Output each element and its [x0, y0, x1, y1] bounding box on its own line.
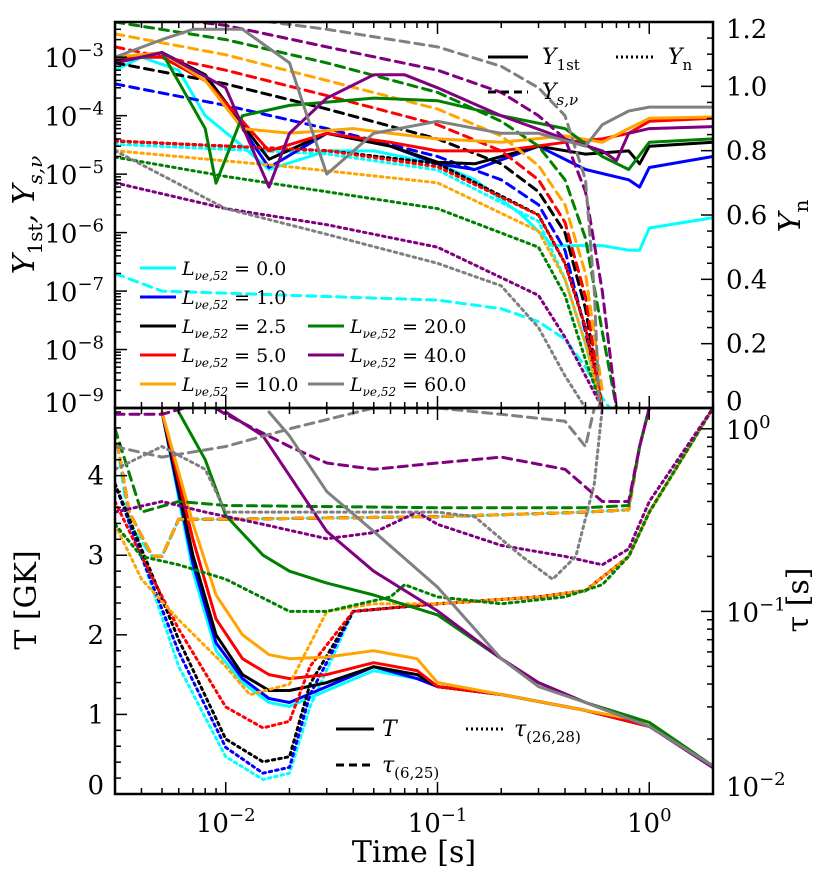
luminosity-legend: Lνe,52 = 0.0 Lνe,52 = 1.0 Lνe,52 = 2.5 Lνe,… — [140, 258, 466, 399]
legend-label-7: Lνe,52 = 60.0 — [349, 374, 466, 399]
series-line-temperature-6 — [224, 410, 713, 770]
series-line-yn-7 — [115, 149, 587, 408]
series-line-ys-1 — [115, 82, 604, 408]
series-line-tau2628-7 — [115, 408, 604, 581]
top-style-legend: Y1st Yn Ys,ν — [488, 45, 693, 109]
series-line-ys-4 — [115, 32, 604, 392]
bottom-panel-series — [115, 408, 713, 781]
top-y2-axis-label: Yn — [773, 200, 813, 233]
bottom-y-tick-label: 4 — [87, 462, 104, 492]
legend-t-label: T — [382, 717, 399, 742]
top-y-tick-label: 10−6 — [44, 216, 104, 250]
legend-label-4: Lνe,52 = 10.0 — [181, 374, 298, 399]
series-line-tau625-5 — [115, 408, 651, 514]
bottom-y-tick-label: 2 — [87, 621, 104, 651]
bottom-y-tick-label: 3 — [87, 541, 104, 571]
series-line-tau625-6 — [115, 408, 651, 503]
top-y2-tick-label: 0 — [726, 387, 743, 417]
top-y-tick-label: 10−9 — [44, 385, 104, 419]
axis-ticks — [114, 21, 714, 795]
series-line-tau625-4 — [115, 408, 651, 558]
series-line-yn-3 — [115, 139, 604, 408]
top-y2-tick-label: 0.8 — [726, 137, 767, 167]
series-line-tau2628-6 — [115, 408, 713, 567]
top-y-tick-label: 10−3 — [44, 40, 104, 74]
bottom-y-axis-label: T [GK] — [9, 550, 44, 649]
bottom-style-legend: T τ(26,28) τ(6,25) — [336, 717, 581, 782]
series-line-yn-6 — [115, 181, 604, 408]
legend-label-5: Lνe,52 = 20.0 — [349, 316, 466, 341]
legend-y1st-label: Y1st — [542, 45, 580, 74]
bottom-y2-tick-label: 10−2 — [726, 769, 786, 803]
legend-label-6: Lνe,52 = 40.0 — [349, 345, 466, 370]
top-y2-tick-label: 1.0 — [726, 72, 767, 102]
legend-label-1: Lνe,52 = 1.0 — [181, 287, 286, 312]
series-line-y1st-7 — [115, 27, 713, 176]
series-line-temperature-7 — [267, 410, 713, 768]
legend-label-2: Lνe,52 = 2.5 — [181, 316, 286, 341]
bottom-y2-tick-label: 10−1 — [726, 594, 786, 628]
x-axis-label: Time [s] — [352, 835, 476, 870]
legend-tau2628-label: τ(26,28) — [514, 717, 581, 746]
x-tick-label: 100 — [627, 805, 672, 839]
series-line-tau2628-5 — [115, 408, 713, 613]
bottom-panel-frame — [113, 406, 715, 796]
top-y2-tick-label: 0.4 — [726, 265, 767, 295]
top-y-tick-label: 10−5 — [44, 157, 104, 191]
series-line-ys-2 — [115, 61, 604, 408]
series-line-yn-5 — [115, 155, 604, 408]
top-y2-tick-label: 0.2 — [726, 330, 767, 360]
bottom-y-tick-label: 0 — [87, 771, 104, 801]
top-y-tick-label: 10−8 — [44, 333, 104, 367]
series-line-y1st-4 — [115, 51, 713, 144]
legend-tau625-label: τ(6,25) — [382, 753, 439, 782]
legend-label-3: Lνe,52 = 5.0 — [181, 345, 286, 370]
top-y-axis-label: Y1st, Ys,ν — [7, 156, 47, 275]
series-line-temperature-5 — [177, 410, 713, 768]
top-y-tick-label: 10−7 — [44, 274, 104, 308]
top-y2-tick-label: 0.6 — [726, 201, 767, 231]
axis-tick-labels: 10−2 10−1 10010−910−810−710−610−510−410−30… — [44, 15, 785, 839]
legend-yn-label: Yn — [668, 45, 693, 74]
bottom-y2-tick-label: 100 — [726, 412, 771, 446]
legend-ys-label: Ys,ν — [542, 80, 578, 109]
x-tick-label: 10−1 — [408, 805, 468, 839]
legend-label-0: Lνe,52 = 0.0 — [181, 258, 286, 283]
series-line-yn-4 — [115, 149, 604, 408]
top-y-tick-label: 10−4 — [44, 99, 104, 133]
series-line-tau625-7 — [115, 408, 596, 459]
series-line-y1st-5 — [115, 51, 713, 185]
top-panel-series — [115, 22, 713, 408]
series-line-ys-3 — [115, 45, 604, 408]
series-line-y1st-6 — [115, 51, 713, 189]
series-line-temperature-4 — [160, 410, 713, 768]
bottom-y2-axis-label: τ [s] — [781, 568, 816, 633]
bottom-y-tick-label: 1 — [87, 700, 104, 730]
x-tick-label: 10−2 — [196, 805, 256, 839]
top-y2-tick-label: 1.2 — [726, 15, 767, 45]
